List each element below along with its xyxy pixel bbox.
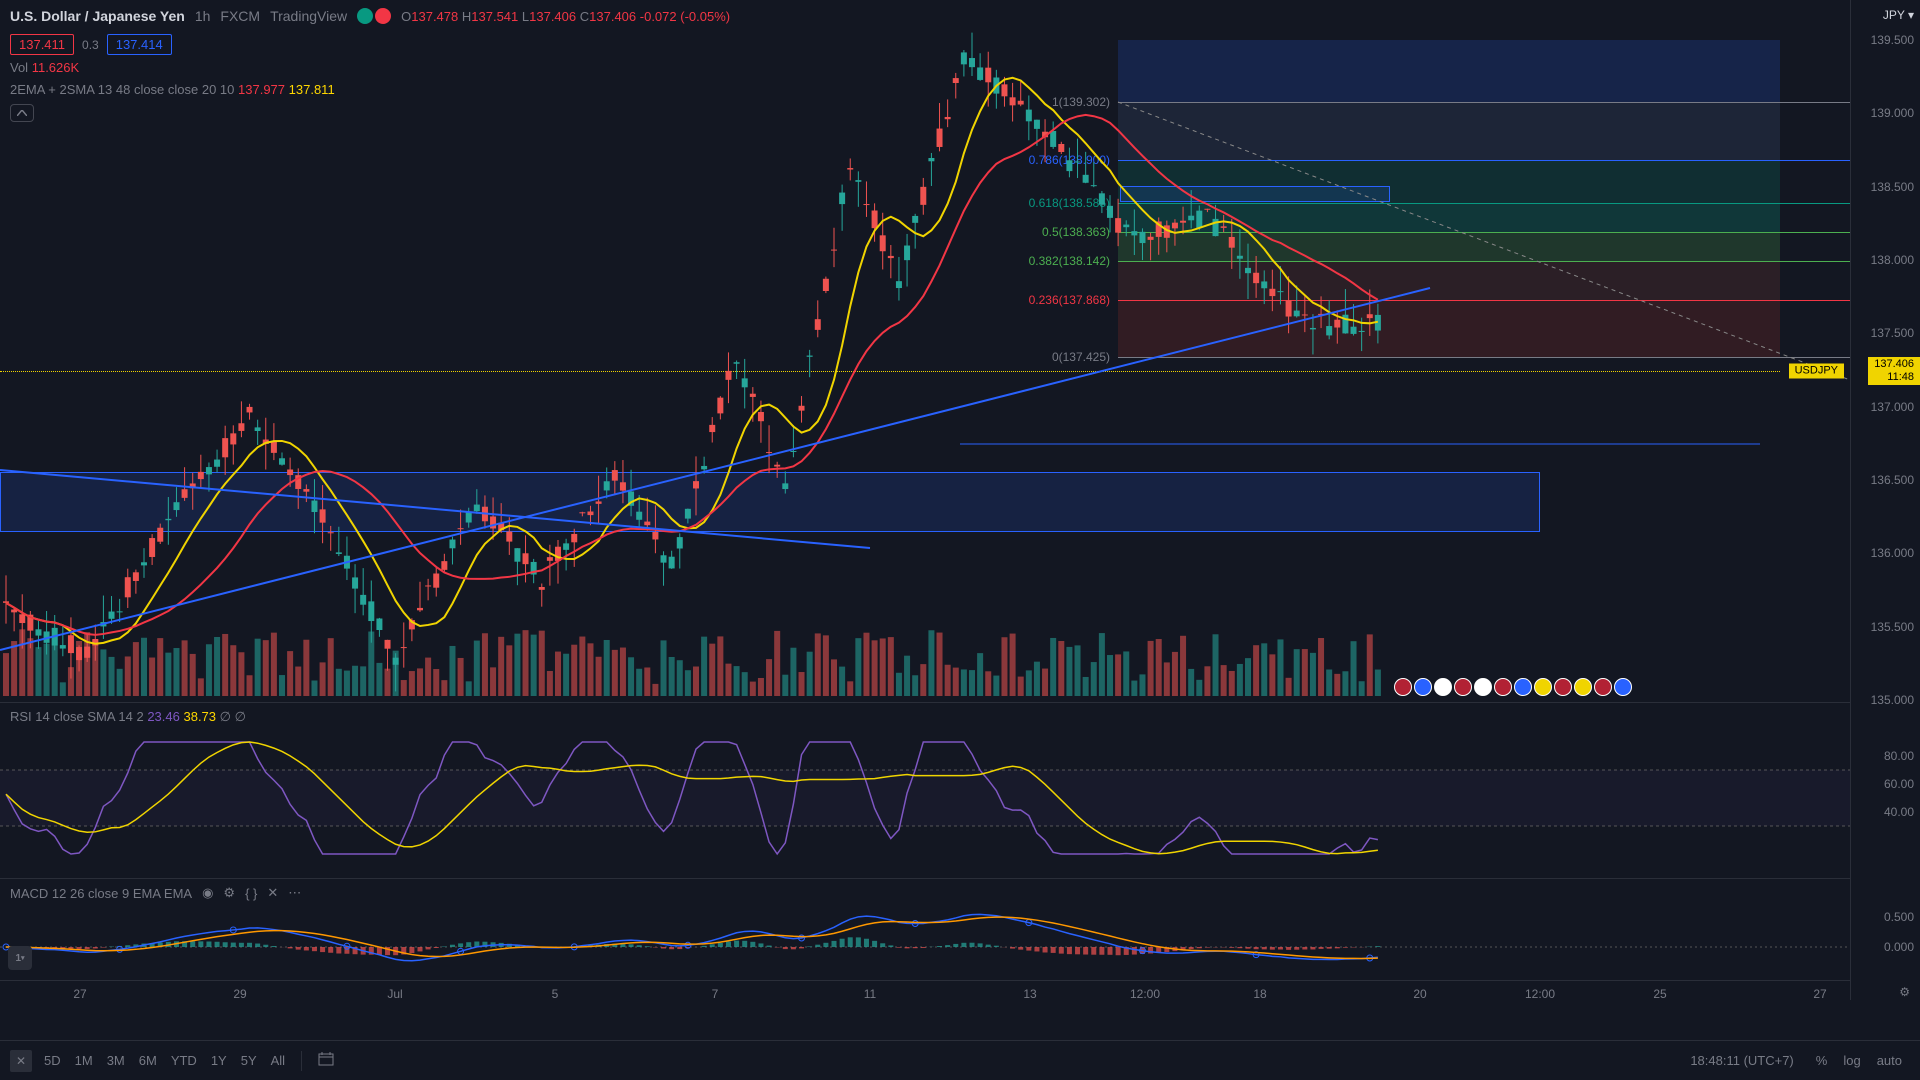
time-axis-tick: 11 (864, 987, 876, 1001)
economic-event-icon[interactable] (1394, 678, 1412, 696)
macd-axis-tick: 0.000 (1884, 940, 1914, 954)
rsi-axis: 80.00 60.00 40.00 (1850, 703, 1920, 877)
range-button-all[interactable]: All (265, 1049, 291, 1072)
economic-events-strip[interactable] (1394, 678, 1632, 696)
economic-event-icon[interactable] (1594, 678, 1612, 696)
range-button-3m[interactable]: 3M (101, 1049, 131, 1072)
macd-chart-svg (0, 879, 1850, 979)
price-axis-tick: 139.000 (1871, 106, 1914, 120)
time-axis-tick: 27 (1813, 987, 1826, 1001)
economic-event-icon[interactable] (1614, 678, 1632, 696)
tradingview-logo[interactable]: 1▾ (8, 946, 32, 970)
price-axis-tick: 139.500 (1871, 33, 1914, 47)
scale-button-auto[interactable]: auto (1869, 1049, 1910, 1072)
time-axis-tick: 29 (233, 987, 246, 1001)
economic-event-icon[interactable] (1434, 678, 1452, 696)
price-axis-tick: 138.000 (1871, 253, 1914, 267)
macd-axis-tick: 0.500 (1884, 910, 1914, 924)
economic-event-icon[interactable] (1534, 678, 1552, 696)
price-axis-tick: 136.500 (1871, 473, 1914, 487)
economic-event-icon[interactable] (1494, 678, 1512, 696)
range-button-5d[interactable]: 5D (38, 1049, 67, 1072)
current-price-tag: 137.40611:48 (1868, 357, 1920, 385)
economic-event-icon[interactable] (1574, 678, 1592, 696)
time-axis[interactable]: 2729Jul57111312:00182012:002527 ⚙ (0, 980, 1850, 1010)
time-axis-tick: 27 (73, 987, 86, 1001)
toolbar-divider (301, 1051, 302, 1071)
scale-button-log[interactable]: log (1835, 1049, 1868, 1072)
price-chart-svg (0, 0, 1850, 700)
economic-event-icon[interactable] (1454, 678, 1472, 696)
time-axis-tick: 13 (1023, 987, 1036, 1001)
clock-display[interactable]: 18:48:11 (UTC+7) (1682, 1049, 1801, 1072)
price-axis-tick: 138.500 (1871, 180, 1914, 194)
economic-event-icon[interactable] (1554, 678, 1572, 696)
currency-selector[interactable]: JPY ▾ (1883, 8, 1914, 22)
time-axis-tick: 25 (1653, 987, 1666, 1001)
range-button-6m[interactable]: 6M (133, 1049, 163, 1072)
price-axis-tick: 137.000 (1871, 400, 1914, 414)
range-button-5y[interactable]: 5Y (235, 1049, 263, 1072)
rsi-axis-tick: 80.00 (1884, 749, 1914, 763)
range-button-ytd[interactable]: YTD (165, 1049, 203, 1072)
symbol-price-tag: USDJPY (1789, 364, 1844, 379)
time-axis-tick: Jul (387, 987, 402, 1001)
rsi-chart-svg (0, 703, 1850, 878)
economic-event-icon[interactable] (1414, 678, 1432, 696)
axis-settings-icon[interactable]: ⚙ (1899, 985, 1910, 999)
rsi-axis-tick: 60.00 (1884, 777, 1914, 791)
price-axis-tick: 135.500 (1871, 620, 1914, 634)
economic-event-icon[interactable] (1514, 678, 1532, 696)
close-ranges-button[interactable]: ✕ (10, 1050, 32, 1072)
economic-event-icon[interactable] (1474, 678, 1492, 696)
goto-date-icon[interactable] (312, 1048, 340, 1073)
price-chart[interactable]: 1(139.302)0.786(138.900)0.618(138.585)0.… (0, 0, 1850, 700)
tradingview-chart: U.S. Dollar / Japanese Yen 1h FXCM Tradi… (0, 0, 1920, 1080)
time-axis-tick: 12:00 (1525, 987, 1555, 1001)
rsi-panel[interactable]: RSI 14 close SMA 14 2 23.46 38.73 ∅ ∅ 80… (0, 702, 1850, 877)
macd-panel[interactable]: MACD 12 26 close 9 EMA EMA ◉ ⚙ { } ✕ ⋯ 0… (0, 878, 1850, 978)
rsi-axis-tick: 40.00 (1884, 805, 1914, 819)
price-axis-tick: 136.000 (1871, 546, 1914, 560)
macd-axis: 0.500 0.000 (1850, 879, 1920, 978)
range-button-1m[interactable]: 1M (69, 1049, 99, 1072)
time-axis-tick: 18 (1253, 987, 1266, 1001)
bottom-toolbar: ✕ 5D1M3M6MYTD1Y5YAll 18:48:11 (UTC+7) %l… (0, 1040, 1920, 1080)
time-axis-tick: 12:00 (1130, 987, 1160, 1001)
time-axis-tick: 5 (552, 987, 559, 1001)
range-button-1y[interactable]: 1Y (205, 1049, 233, 1072)
time-axis-tick: 7 (712, 987, 719, 1001)
scale-button-%[interactable]: % (1808, 1049, 1836, 1072)
price-axis-tick: 137.500 (1871, 326, 1914, 340)
time-axis-tick: 20 (1413, 987, 1426, 1001)
